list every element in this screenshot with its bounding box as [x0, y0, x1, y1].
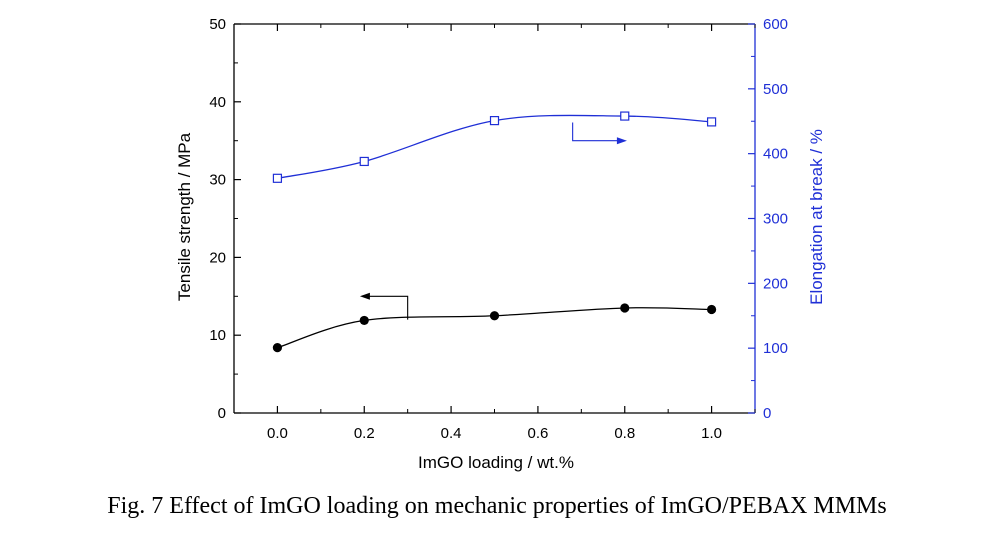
- elongation-point: [706, 117, 717, 127]
- right-y-axis-label: Elongation at break / %: [807, 129, 826, 305]
- x-tick-label: 0.8: [614, 425, 635, 442]
- left-y-tick-label: 50: [209, 16, 226, 33]
- left-y-tick-label: 40: [209, 94, 226, 111]
- right-y-axis-ticks: 0 100 200 300 400 500 600: [748, 16, 788, 422]
- right-y-tick-label: 0: [763, 405, 771, 422]
- right-y-tick-label: 500: [763, 81, 788, 98]
- x-tick-label: 1.0: [701, 425, 722, 442]
- tensile-strength-point: [489, 311, 500, 321]
- right-axis-arrowhead: [616, 137, 627, 145]
- left-axis-arrow: [367, 295, 409, 320]
- right-axis-arrow: [572, 122, 619, 142]
- tensile-strength-point: [706, 304, 717, 315]
- plot-frame: [233, 23, 756, 414]
- axis-indicator-arrows: [359, 122, 627, 320]
- tensile-strength-point: [620, 303, 630, 313]
- left-y-axis-ticks: 0 10 20 30 40 50: [209, 16, 241, 422]
- x-axis-label: ImGO loading / wt.%: [418, 453, 574, 472]
- x-axis-ticks: 0.0 0.2 0.4 0.6 0.8 1.0: [233, 24, 756, 442]
- x-tick-label: 0.2: [354, 425, 375, 442]
- left-y-tick-label: 10: [209, 327, 226, 344]
- right-y-tick-label: 400: [763, 146, 788, 163]
- elongation-point: [359, 156, 369, 167]
- left-axis-arrowhead: [359, 292, 370, 300]
- x-tick-label: 0.6: [527, 425, 548, 442]
- left-y-axis-label: Tensile strength / MPa: [175, 132, 194, 301]
- tensile-strength-point: [359, 315, 369, 326]
- left-y-tick-label: 30: [209, 172, 226, 189]
- series-layer: [272, 111, 717, 353]
- right-y-tick-label: 600: [763, 16, 788, 33]
- right-y-tick-label: 300: [763, 211, 788, 228]
- elongation-point: [489, 116, 500, 126]
- tensile-strength-point: [272, 343, 283, 353]
- x-tick-label: 0.4: [441, 425, 462, 442]
- right-y-tick-label: 100: [763, 340, 788, 357]
- x-tick-label: 0.0: [267, 425, 288, 442]
- right-y-tick-label: 200: [763, 275, 788, 292]
- elongation-point: [272, 173, 283, 183]
- figure-caption: Fig. 7 Effect of ImGO loading on mechani…: [107, 493, 886, 519]
- left-y-tick-label: 0: [218, 405, 226, 422]
- elongation-point: [620, 111, 630, 121]
- left-y-tick-label: 20: [209, 249, 226, 266]
